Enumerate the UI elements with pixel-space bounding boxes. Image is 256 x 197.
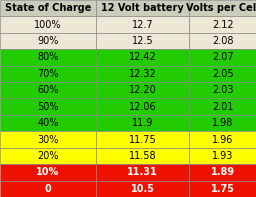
- Text: 11.58: 11.58: [129, 151, 156, 161]
- Text: 11.9: 11.9: [132, 118, 153, 128]
- Text: 2.12: 2.12: [212, 20, 233, 30]
- Text: 12.42: 12.42: [129, 52, 157, 62]
- Text: 20%: 20%: [37, 151, 59, 161]
- Bar: [0, 98, 96, 115]
- Text: 2.05: 2.05: [212, 69, 233, 79]
- Text: 0: 0: [45, 184, 51, 194]
- Text: 10%: 10%: [36, 167, 60, 177]
- Text: 2.08: 2.08: [212, 36, 233, 46]
- Bar: [189, 82, 256, 98]
- Text: 100%: 100%: [34, 20, 62, 30]
- Bar: [96, 181, 189, 197]
- Bar: [189, 98, 256, 115]
- Bar: [96, 164, 189, 181]
- Bar: [96, 66, 189, 82]
- Text: 2.03: 2.03: [212, 85, 233, 95]
- Text: 1.75: 1.75: [211, 184, 235, 194]
- Text: 40%: 40%: [37, 118, 59, 128]
- Text: 10.5: 10.5: [131, 184, 155, 194]
- Bar: [189, 148, 256, 164]
- Text: 1.98: 1.98: [212, 118, 233, 128]
- Text: 2.07: 2.07: [212, 52, 233, 62]
- Text: Volts per Cell: Volts per Cell: [186, 3, 256, 13]
- Text: 12.5: 12.5: [132, 36, 154, 46]
- Text: 12.06: 12.06: [129, 102, 156, 112]
- Bar: [189, 66, 256, 82]
- Text: 80%: 80%: [37, 52, 59, 62]
- Bar: [189, 115, 256, 131]
- Bar: [96, 82, 189, 98]
- Bar: [189, 16, 256, 33]
- Bar: [0, 0, 96, 16]
- Bar: [0, 82, 96, 98]
- Bar: [96, 115, 189, 131]
- Bar: [0, 181, 96, 197]
- Bar: [189, 33, 256, 49]
- Text: 90%: 90%: [37, 36, 59, 46]
- Bar: [189, 0, 256, 16]
- Text: 12 Volt battery: 12 Volt battery: [101, 3, 184, 13]
- Bar: [0, 16, 96, 33]
- Text: 1.96: 1.96: [212, 135, 233, 145]
- Text: 11.75: 11.75: [129, 135, 157, 145]
- Text: 12.20: 12.20: [129, 85, 157, 95]
- Bar: [96, 49, 189, 66]
- Text: 70%: 70%: [37, 69, 59, 79]
- Bar: [189, 164, 256, 181]
- Text: 11.31: 11.31: [127, 167, 158, 177]
- Text: 50%: 50%: [37, 102, 59, 112]
- Text: 30%: 30%: [37, 135, 59, 145]
- Bar: [0, 164, 96, 181]
- Bar: [96, 98, 189, 115]
- Bar: [0, 66, 96, 82]
- Text: 2.01: 2.01: [212, 102, 233, 112]
- Text: 12.32: 12.32: [129, 69, 157, 79]
- Bar: [0, 131, 96, 148]
- Bar: [96, 0, 189, 16]
- Bar: [0, 49, 96, 66]
- Text: 1.93: 1.93: [212, 151, 233, 161]
- Bar: [0, 115, 96, 131]
- Text: State of Charge: State of Charge: [5, 3, 91, 13]
- Text: 60%: 60%: [37, 85, 59, 95]
- Bar: [96, 33, 189, 49]
- Bar: [0, 33, 96, 49]
- Bar: [96, 16, 189, 33]
- Bar: [0, 148, 96, 164]
- Bar: [189, 131, 256, 148]
- Text: 1.89: 1.89: [211, 167, 235, 177]
- Bar: [96, 148, 189, 164]
- Bar: [189, 49, 256, 66]
- Text: 12.7: 12.7: [132, 20, 154, 30]
- Bar: [96, 131, 189, 148]
- Bar: [189, 181, 256, 197]
